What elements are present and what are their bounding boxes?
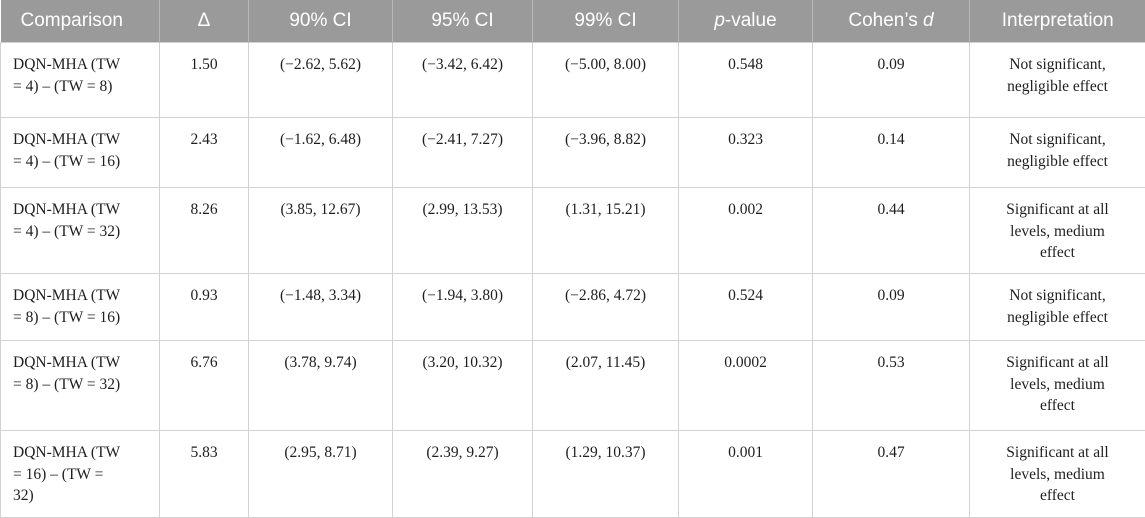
cell-ci90: (−1.48, 3.34) — [249, 274, 393, 341]
table-row: DQN-MHA (TW = 8) – (TW = 32)6.76(3.78, 9… — [1, 341, 1145, 431]
cell-interpretation: Not significant, negligible effect — [970, 118, 1145, 188]
cell-ci95: (3.20, 10.32) — [393, 341, 533, 431]
cell-ci90: (3.85, 12.67) — [249, 188, 393, 274]
header-label-segment: 99% CI — [574, 10, 636, 31]
cell-comparison: DQN-MHA (TW = 4) – (TW = 8) — [1, 43, 160, 118]
cell-ci95: (−3.42, 6.42) — [393, 43, 533, 118]
cell-interpretation: Not significant, negligible effect — [970, 274, 1145, 341]
cell-delta: 0.93 — [160, 274, 249, 341]
header-label-segment: 90% CI — [289, 10, 351, 31]
cell-delta: 2.43 — [160, 118, 249, 188]
cell-delta: 6.76 — [160, 341, 249, 431]
table-row: DQN-MHA (TW = 4) – (TW = 16)2.43(−1.62, … — [1, 118, 1145, 188]
header-cell-ci95: 95% CI — [393, 0, 533, 43]
cell-ci99: (−2.86, 4.72) — [533, 274, 679, 341]
cell-delta: 5.83 — [160, 431, 249, 518]
cell-p_value: 0.0002 — [679, 341, 813, 431]
cell-ci99: (2.07, 11.45) — [533, 341, 679, 431]
header-cell-interpretation: Interpretation — [970, 0, 1145, 43]
cell-ci99: (−3.96, 8.82) — [533, 118, 679, 188]
cell-ci95: (2.99, 13.53) — [393, 188, 533, 274]
table-row: DQN-MHA (TW = 4) – (TW = 32)8.26(3.85, 1… — [1, 188, 1145, 274]
cell-p_value: 0.524 — [679, 274, 813, 341]
table-row: DQN-MHA (TW = 16) – (TW = 32)5.83(2.95, … — [1, 431, 1145, 518]
cell-p_value: 0.001 — [679, 431, 813, 518]
cell-comparison: DQN-MHA (TW = 4) – (TW = 16) — [1, 118, 160, 188]
cell-comparison: DQN-MHA (TW = 16) – (TW = 32) — [1, 431, 160, 518]
cell-ci99: (−5.00, 8.00) — [533, 43, 679, 118]
cell-interpretation: Significant at all levels, medium effect — [970, 188, 1145, 274]
cell-interpretation: Significant at all levels, medium effect — [970, 431, 1145, 518]
cell-comparison: DQN-MHA (TW = 4) – (TW = 32) — [1, 188, 160, 274]
cell-p_value: 0.323 — [679, 118, 813, 188]
cell-p_value: 0.548 — [679, 43, 813, 118]
cell-ci95: (−1.94, 3.80) — [393, 274, 533, 341]
cell-cohens_d: 0.09 — [813, 43, 970, 118]
cell-comparison: DQN-MHA (TW = 8) – (TW = 32) — [1, 341, 160, 431]
cell-p_value: 0.002 — [679, 188, 813, 274]
cell-cohens_d: 0.09 — [813, 274, 970, 341]
header-cell-p_value: p-value — [679, 0, 813, 43]
cell-cohens_d: 0.44 — [813, 188, 970, 274]
cell-cohens_d: 0.47 — [813, 431, 970, 518]
cell-ci95: (−2.41, 7.27) — [393, 118, 533, 188]
cell-ci99: (1.29, 10.37) — [533, 431, 679, 518]
cell-ci99: (1.31, 15.21) — [533, 188, 679, 274]
cell-interpretation: Significant at all levels, medium effect — [970, 341, 1145, 431]
header-cell-ci90: 90% CI — [249, 0, 393, 43]
cell-ci95: (2.39, 9.27) — [393, 431, 533, 518]
cell-delta: 1.50 — [160, 43, 249, 118]
header-label-segment: 95% CI — [431, 10, 493, 31]
table-row: DQN-MHA (TW = 4) – (TW = 8)1.50(−2.62, 5… — [1, 43, 1145, 118]
header-label-segment: d — [923, 10, 934, 31]
header-cell-cohens_d: Cohen’s d — [813, 0, 970, 43]
header-cell-comparison: Comparison — [1, 0, 160, 43]
cell-ci90: (2.95, 8.71) — [249, 431, 393, 518]
table-row: DQN-MHA (TW = 8) – (TW = 16)0.93(−1.48, … — [1, 274, 1145, 341]
cell-cohens_d: 0.14 — [813, 118, 970, 188]
cell-interpretation: Not significant, negligible effect — [970, 43, 1145, 118]
header-label-segment: Comparison — [21, 10, 123, 31]
cell-ci90: (3.78, 9.74) — [249, 341, 393, 431]
header-label-segment: -value — [725, 10, 777, 31]
header-label-segment: p — [714, 10, 725, 31]
cell-ci90: (−1.62, 6.48) — [249, 118, 393, 188]
header-label-segment: Δ — [198, 10, 211, 31]
header-cell-ci99: 99% CI — [533, 0, 679, 43]
header-label-segment: Interpretation — [1002, 10, 1114, 31]
cell-delta: 8.26 — [160, 188, 249, 274]
cell-cohens_d: 0.53 — [813, 341, 970, 431]
header-cell-delta: Δ — [160, 0, 249, 43]
cell-ci90: (−2.62, 5.62) — [249, 43, 393, 118]
header-label-segment: Cohen’s — [848, 10, 923, 31]
cell-comparison: DQN-MHA (TW = 8) – (TW = 16) — [1, 274, 160, 341]
table-body: DQN-MHA (TW = 4) – (TW = 8)1.50(−2.62, 5… — [1, 43, 1145, 518]
